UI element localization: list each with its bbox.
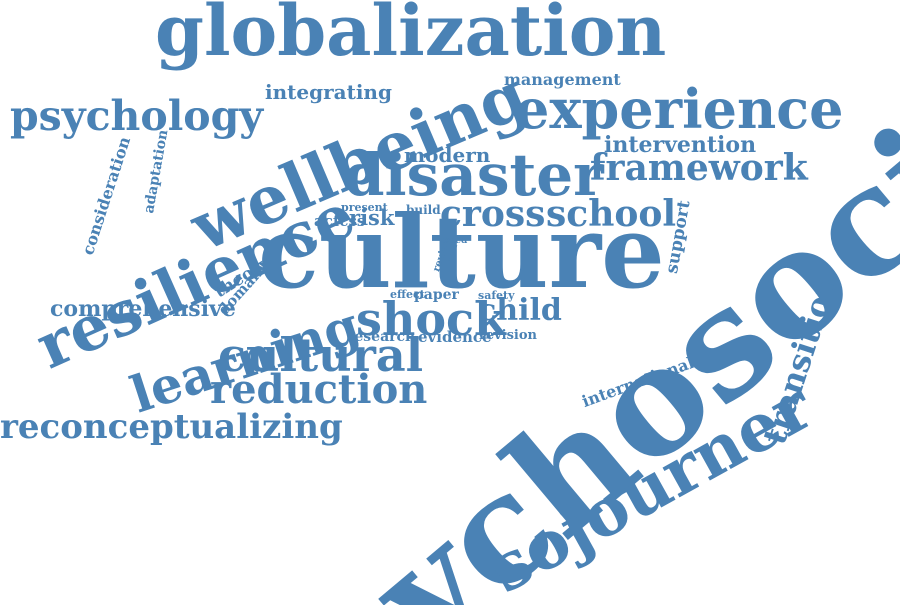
- word-reconceptualizing: reconceptualizing: [0, 407, 343, 447]
- word-cultural: cultural: [218, 328, 424, 382]
- word-risk: risk: [349, 205, 395, 230]
- word-child: child: [478, 293, 562, 328]
- word-psychology: psychology: [10, 92, 264, 140]
- word-intervention: intervention: [604, 132, 757, 158]
- word-adaptation: adaptation: [141, 128, 172, 215]
- word-globalization: globalization: [155, 0, 667, 72]
- word-evidence: evidence: [418, 328, 492, 346]
- word-management: management: [504, 70, 621, 89]
- word-integrating: integrating: [265, 80, 392, 104]
- word-revision: revision: [479, 328, 537, 343]
- word-comprehensive: comprehensive: [50, 296, 236, 322]
- word-cross: cross: [440, 193, 546, 235]
- word-school: school: [546, 193, 677, 235]
- word-reduction: reduction: [210, 366, 428, 413]
- word-culture: culture: [258, 193, 665, 311]
- word-research: research: [347, 329, 416, 345]
- word-experience: experience: [515, 77, 844, 141]
- word-paper: paper: [414, 287, 459, 303]
- word-consideration: consideration: [78, 134, 135, 258]
- word-present: present: [341, 201, 388, 214]
- word-disaster: disaster: [344, 141, 604, 209]
- word-effect: effect: [390, 288, 425, 301]
- word-safety: safety: [478, 289, 515, 302]
- word-need: need: [443, 236, 468, 246]
- word-modern: modern: [404, 143, 491, 167]
- word-acfcss: acfcss: [314, 212, 366, 230]
- word-shock: shock: [356, 292, 506, 346]
- word-build: build: [406, 203, 441, 217]
- word-framework: framework: [590, 147, 808, 189]
